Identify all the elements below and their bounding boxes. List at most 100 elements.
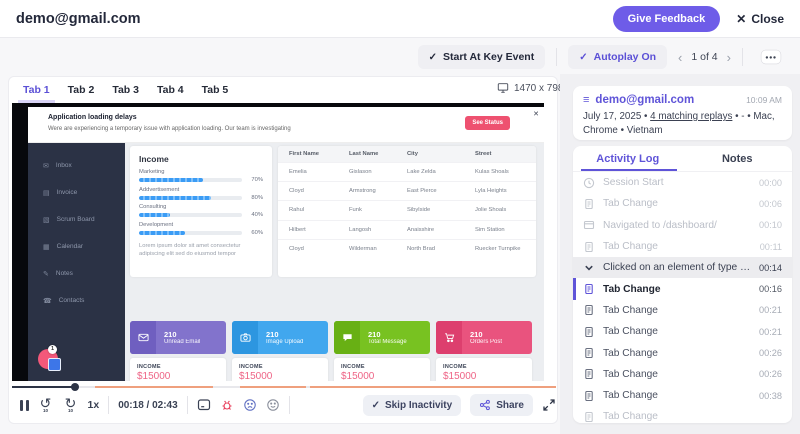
tab-4[interactable]: Tab 4: [156, 84, 184, 96]
playback-controls: ↺ 10 ↻ 10 1x 00:18 / 02:43 ✓ Skip Inactivi…: [12, 391, 556, 419]
income-panel-caption: Lorem ipsum dolor sit amet consectetur a…: [139, 242, 241, 258]
progress-bar: [139, 230, 186, 235]
tab-change-icon: [585, 347, 593, 359]
playback-speed-button[interactable]: 1x: [87, 399, 100, 411]
income-card: INCOME$15000Lorem ipsum dolor sit amet c…: [130, 358, 226, 381]
progress-advertisement: Addvertisement 80%: [139, 186, 263, 201]
give-feedback-button[interactable]: Give Feedback: [612, 5, 721, 32]
stat-card-unread-email: 210 Unread Email: [130, 321, 226, 354]
pause-button[interactable]: [12, 399, 29, 411]
playback-timeline[interactable]: [12, 383, 556, 391]
playback-controls-right: ✓ Skip Inactivity Share: [362, 394, 556, 416]
tab-change-icon: [585, 241, 593, 252]
more-options-button[interactable]: ●●●: [760, 49, 782, 65]
share-button[interactable]: Share: [470, 394, 533, 416]
screen-resolution: 1470 x 798: [497, 82, 564, 94]
activity-row-navigated[interactable]: Navigated to /dashboard/00:10: [573, 215, 792, 236]
share-label: Share: [496, 399, 524, 411]
activity-row-tab-change-partial[interactable]: Tab Change: [573, 406, 792, 423]
banner-title: Application loading delays: [48, 114, 137, 121]
income-card: INCOME$15000Lorem ipsum dolor sit amet c…: [334, 358, 430, 381]
table-row: Hilbert Langosh Anaisshire Sim Station: [278, 219, 536, 239]
table-row: Cloyd Wilderman North Brad Ruecker Turnpike: [278, 238, 536, 258]
forward-10-button[interactable]: ↻ 10: [64, 395, 77, 413]
progress-bar: [139, 178, 203, 182]
camera-icon: [232, 321, 258, 354]
session-time: 10:09 AM: [746, 95, 782, 105]
timeline-playhead[interactable]: [71, 383, 79, 391]
tab-change-icon: [585, 198, 593, 209]
table-row: Cloyd Armstrong East Pierce Lyla Heights: [278, 181, 536, 200]
activity-card: Activity Log Notes Session Start 00:00 Ta…: [573, 146, 792, 423]
top-header: demo@gmail.com Give Feedback ✕ Close: [0, 0, 800, 38]
sidebar-item-invoice: ▤ Invoice: [43, 189, 78, 197]
activity-row-tab-change-current[interactable]: Tab Change 00:16: [573, 278, 792, 300]
sidebar-item-inbox: ✉ Inbox: [43, 162, 72, 170]
activity-row-tab-change[interactable]: Tab Change 00:06: [573, 193, 792, 214]
tab-change-icon: [585, 390, 593, 401]
visitor-email[interactable]: demo@gmail.com: [595, 94, 695, 106]
inactivity-segment: [240, 386, 306, 388]
rewind-10-button[interactable]: ↺ 10: [39, 395, 52, 413]
activity-row-tab-change[interactable]: Tab Change 00:26: [573, 364, 792, 385]
sidebar-item-calendar: ▦ Calendar: [43, 243, 84, 251]
tab-change-icon: [585, 369, 593, 380]
scrum-board-icon: ▧: [43, 216, 50, 224]
recording-tabs: Tab 1 Tab 2 Tab 3 Tab 4 Tab 5: [14, 78, 237, 103]
skip-inactivity-label: Skip Inactivity: [384, 399, 453, 411]
tab-change-icon: [585, 305, 593, 316]
page-title: demo@gmail.com: [16, 10, 141, 27]
divider: [556, 48, 558, 66]
tab-activity-log[interactable]: Activity Log: [596, 153, 660, 165]
progress-bar: [139, 213, 170, 217]
replay-toolbar: ✓ Start At Key Event ✓ Autoplay On ‹ 1 o…: [417, 40, 788, 74]
activity-row-tab-change[interactable]: Tab Change 00:11: [573, 236, 792, 257]
share-icon: [480, 399, 491, 411]
replayed-sidebar: ✉ Inbox ▤ Invoice ▧ Scrum Board ▦ Calendar ✎…: [28, 143, 125, 381]
calendar-icon: ▦: [43, 243, 50, 251]
progress-marketing: Marketing 70%: [139, 169, 263, 183]
note-icon[interactable]: [197, 398, 211, 412]
progress-consulting: Consulting 40%: [139, 204, 263, 218]
activity-row-tab-change[interactable]: Tab Change 00:26: [573, 342, 792, 363]
tab-change-icon: [585, 411, 593, 422]
recorded-cursor: [48, 358, 61, 371]
stat-card-total-message: 210 Total Message: [334, 321, 430, 354]
monitor-icon: [497, 83, 509, 93]
start-at-key-event-toggle[interactable]: ✓ Start At Key Event: [417, 45, 546, 69]
income-card: INCOME$15000Lorem ipsum dolor sit amet c…: [232, 358, 328, 381]
matching-replays-link[interactable]: 4 matching replays: [650, 111, 733, 122]
tab-3[interactable]: Tab 3: [112, 84, 139, 96]
tab-change-icon: [585, 326, 593, 337]
activity-row-session-start[interactable]: Session Start 00:00: [573, 172, 792, 193]
start-at-key-event-label: Start At Key Event: [443, 51, 535, 63]
skip-inactivity-toggle[interactable]: ✓ Skip Inactivity: [362, 394, 462, 416]
close-button[interactable]: ✕ Close: [736, 12, 784, 26]
frustrated-face-icon[interactable]: [243, 398, 257, 412]
divider: [108, 396, 110, 414]
activity-row-click-event[interactable]: Clicked on an element of type <div> on /…: [573, 257, 792, 279]
activity-row-tab-change[interactable]: Tab Change 00:21: [573, 300, 792, 321]
tab-2[interactable]: Tab 2: [67, 84, 95, 96]
activity-row-tab-change[interactable]: Tab Change 00:21: [573, 321, 792, 342]
chevron-right-icon[interactable]: ›: [726, 49, 731, 65]
replay-viewport: Application loading delays Were are expe…: [12, 103, 544, 381]
tab-1[interactable]: Tab 1: [14, 78, 59, 103]
close-label: Close: [751, 11, 784, 26]
bug-report-icon[interactable]: [220, 398, 234, 412]
smiley-face-icon[interactable]: [266, 398, 280, 412]
playback-time: 00:18 / 02:43: [118, 399, 178, 411]
activity-row-tab-change[interactable]: Tab Change 00:38: [573, 385, 792, 406]
fullscreen-icon[interactable]: [542, 398, 556, 412]
tab-5[interactable]: Tab 5: [201, 84, 229, 96]
income-card: INCOME$15000Lorem ipsum dolor sit amet c…: [436, 358, 532, 381]
browser-window-icon: [583, 221, 595, 230]
tab-notes[interactable]: Notes: [721, 153, 753, 165]
chevron-left-icon[interactable]: ‹: [678, 49, 683, 65]
divider: [288, 396, 290, 414]
resolution-label: 1470 x 798: [514, 82, 564, 94]
check-icon: ✓: [579, 51, 588, 63]
chat-icon: [334, 321, 360, 354]
autoplay-toggle[interactable]: ✓ Autoplay On: [568, 45, 668, 69]
activity-tabs: Activity Log Notes: [573, 146, 792, 172]
